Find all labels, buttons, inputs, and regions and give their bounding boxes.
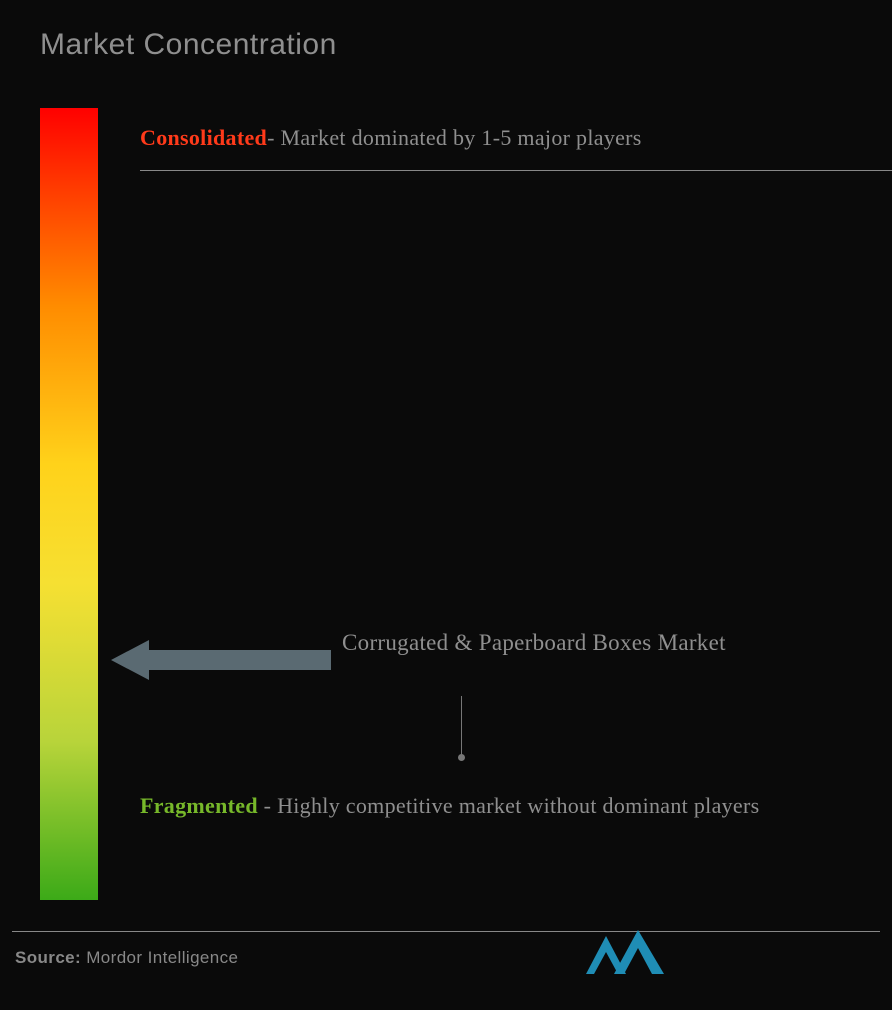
- consolidated-rest: - Market dominated by 1-5 major players: [267, 125, 642, 150]
- source-value: Mordor Intelligence: [81, 948, 238, 967]
- source-label: Source:: [15, 948, 81, 967]
- market-name-label: Corrugated & Paperboard Boxes Market: [342, 626, 742, 661]
- underline-top: [140, 170, 892, 171]
- fragmented-rest: - Highly competitive market without domi…: [258, 793, 760, 818]
- market-position-arrow: [111, 640, 331, 680]
- marker-connector-line: [461, 696, 462, 758]
- consolidated-description: Consolidated- Market dominated by 1-5 ma…: [140, 115, 862, 161]
- footer-divider: [12, 931, 880, 932]
- source-attribution: Source: Mordor Intelligence: [15, 948, 238, 968]
- page-title: Market Concentration: [40, 28, 337, 62]
- consolidated-label: Consolidated: [140, 125, 267, 150]
- fragmented-description: Fragmented - Highly competitive market w…: [140, 783, 862, 829]
- concentration-gradient-bar: [40, 108, 98, 900]
- fragmented-label: Fragmented: [140, 793, 258, 818]
- mordor-logo-icon: [584, 930, 674, 978]
